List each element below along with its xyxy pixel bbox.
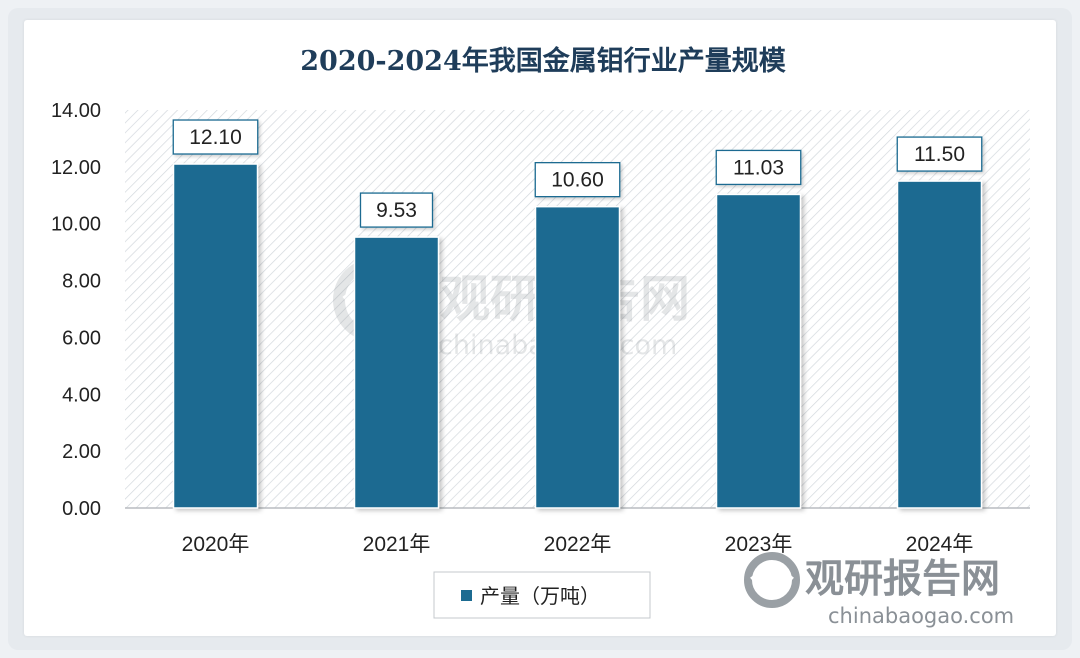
y-axis: 0.00 2.00 4.00 6.00 8.00 10.00 12.00 14.00 — [51, 100, 101, 520]
data-label: 10.60 — [551, 169, 604, 192]
legend-label: 产量（万吨） — [480, 584, 600, 608]
data-label: 9.53 — [376, 199, 417, 222]
bar — [534, 205, 621, 509]
x-tick-label: 2022年 — [544, 533, 612, 556]
data-label-box — [896, 136, 983, 172]
bar — [172, 163, 259, 509]
data-label-box — [359, 192, 434, 228]
y-tick-label: 4.00 — [62, 384, 101, 406]
y-tick-label: 0.00 — [62, 498, 101, 520]
data-label: 12.10 — [189, 126, 242, 149]
data-label-box — [715, 149, 802, 186]
y-tick-label: 10.00 — [51, 214, 101, 236]
bar-series: 12.10 9.53 10.60 11.03 11.50 — [172, 119, 983, 509]
corner-watermark: 观研报告网 chinabaogao.com — [744, 552, 1014, 628]
x-tick-label: 2023年 — [725, 533, 793, 556]
bar — [353, 236, 440, 509]
x-tick-label: 2020年 — [182, 533, 250, 556]
data-label-box — [534, 162, 621, 198]
chart-title: 2020-2024年我国金属钼行业产量规模 — [300, 45, 786, 77]
x-axis: 2020年 2021年 2022年 2023年 2024年 — [182, 533, 974, 556]
x-tick-label: 2024年 — [906, 533, 974, 556]
corner-watermark-cn: 观研报告网 — [805, 557, 1000, 602]
y-tick-label: 14.00 — [51, 100, 101, 122]
y-tick-label: 6.00 — [62, 327, 101, 349]
data-label: 11.50 — [914, 143, 965, 166]
data-label-box — [172, 119, 259, 155]
y-tick-label: 2.00 — [62, 441, 101, 463]
data-label: 11.03 — [733, 156, 784, 179]
bar — [715, 193, 802, 509]
legend: 产量（万吨） — [433, 571, 651, 619]
corner-logo-icon — [744, 552, 800, 608]
y-tick-label: 12.00 — [51, 157, 101, 179]
y-tick-label: 8.00 — [62, 271, 101, 293]
legend-swatch — [461, 590, 472, 601]
bar — [896, 180, 983, 509]
corner-watermark-en: chinabaogao.com — [828, 604, 1014, 628]
x-tick-label: 2021年 — [363, 533, 431, 556]
